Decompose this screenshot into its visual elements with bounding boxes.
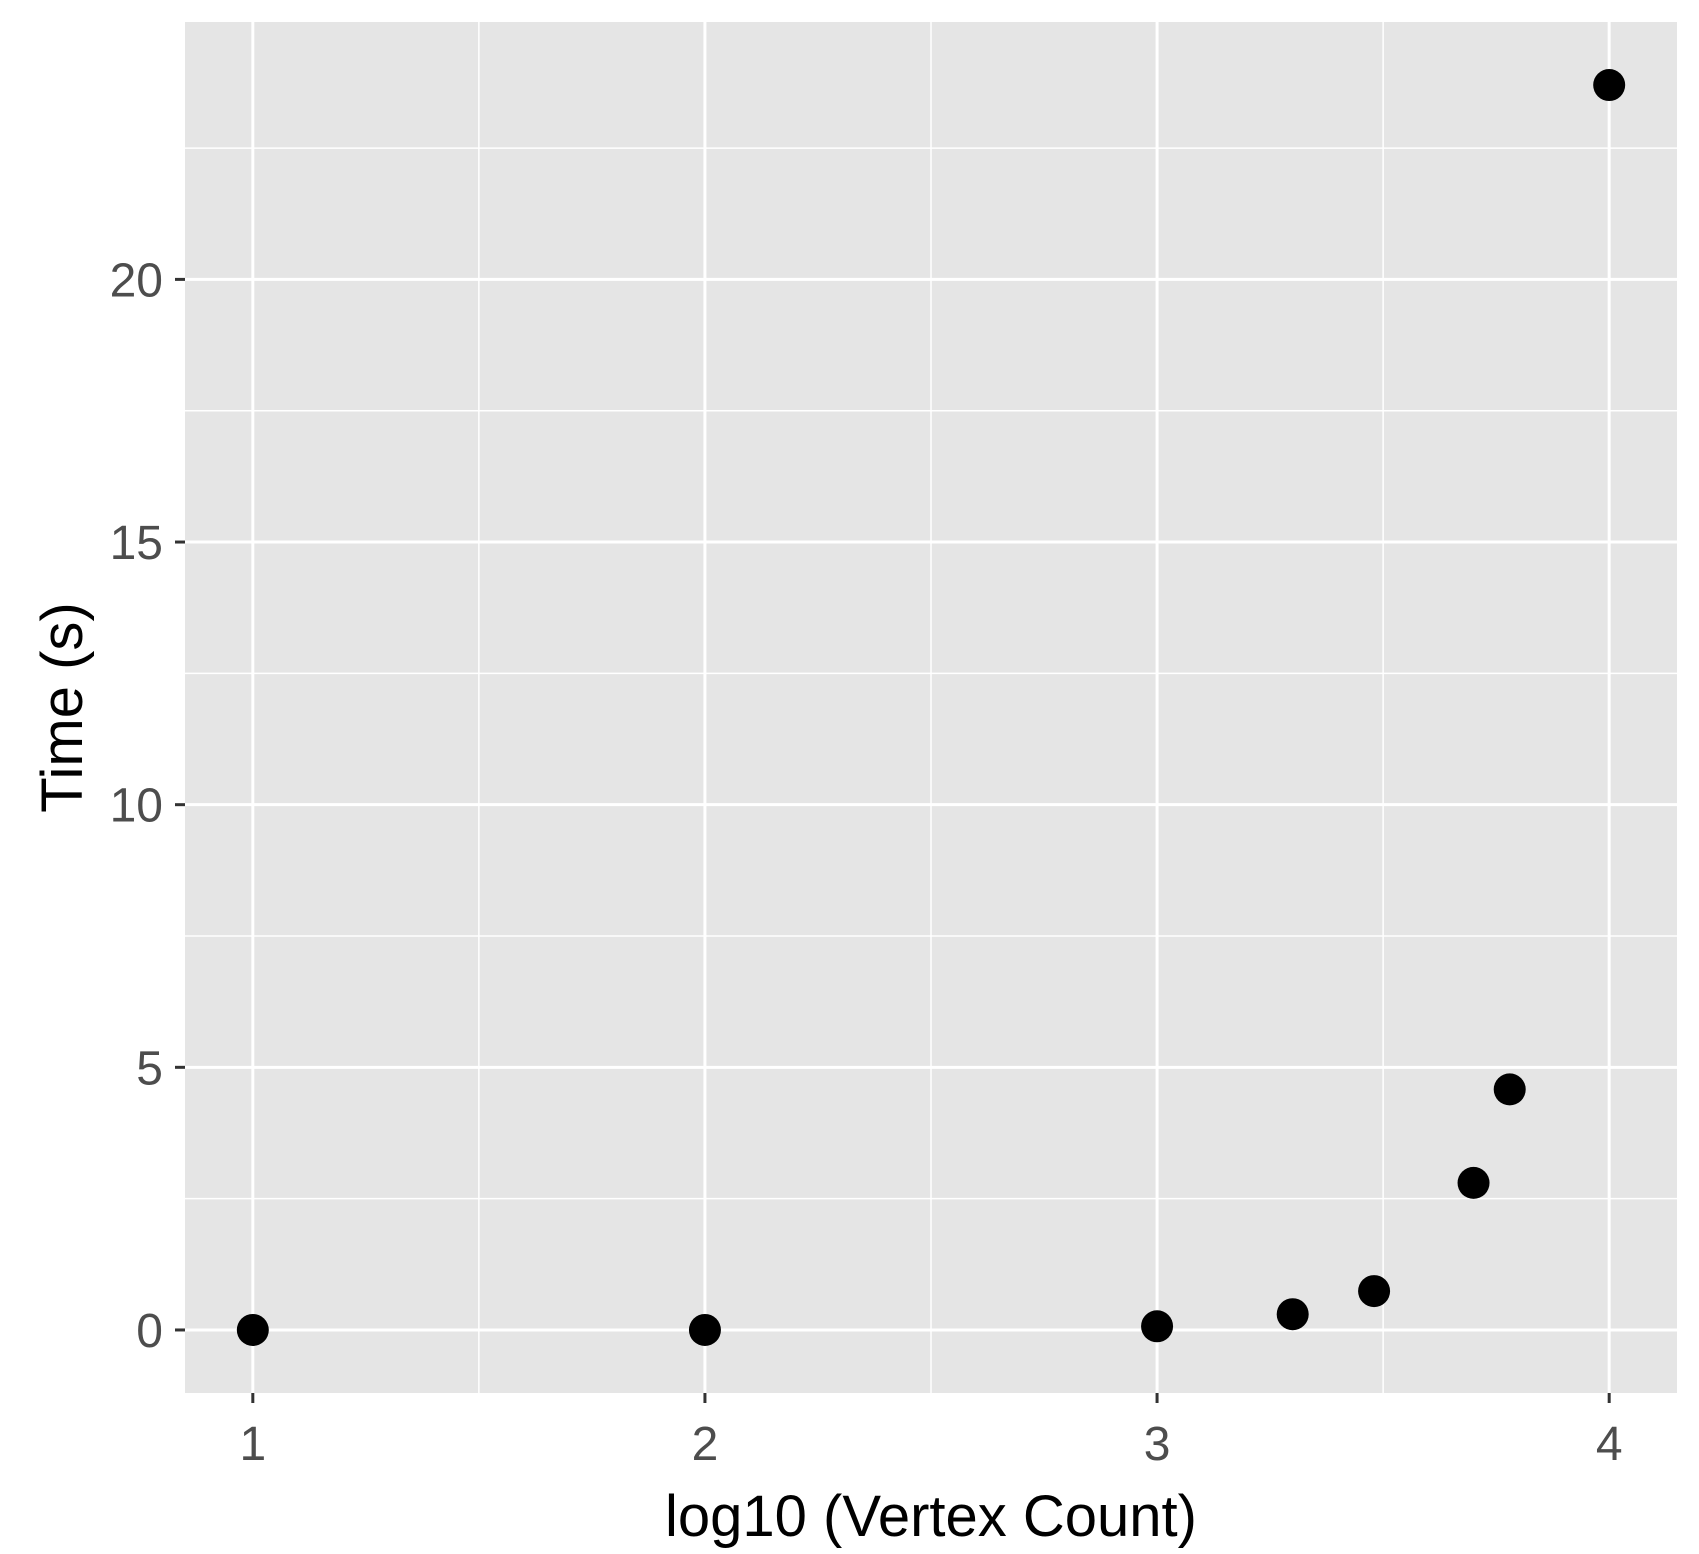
y-tick-label: 20 xyxy=(110,254,163,307)
y-axis-title: Time (s) xyxy=(30,602,95,812)
x-axis-title: log10 (Vertex Count) xyxy=(665,1484,1197,1549)
data-point xyxy=(1457,1166,1490,1199)
y-tick-label: 0 xyxy=(136,1305,163,1358)
data-point xyxy=(1358,1275,1391,1308)
x-tick-label: 1 xyxy=(239,1418,266,1471)
x-tick-label: 4 xyxy=(1596,1418,1623,1471)
x-tick-label: 3 xyxy=(1144,1418,1171,1471)
data-point xyxy=(1141,1310,1174,1343)
y-tick-label: 10 xyxy=(110,780,163,833)
data-points xyxy=(236,69,1626,1346)
tick-labels: 1 2 3 4 0 5 10 15 20 xyxy=(110,254,1623,1471)
y-tick-label: 15 xyxy=(110,517,163,570)
y-tick-label: 5 xyxy=(136,1042,163,1095)
data-point xyxy=(688,1313,721,1346)
minor-gridlines xyxy=(185,22,1677,1393)
axis-ticks xyxy=(175,277,1611,1403)
major-gridlines xyxy=(185,22,1677,1393)
data-point xyxy=(1276,1298,1309,1331)
data-point xyxy=(1493,1073,1526,1106)
data-point xyxy=(236,1313,269,1346)
x-tick-label: 2 xyxy=(692,1418,719,1471)
data-point xyxy=(1593,69,1626,102)
